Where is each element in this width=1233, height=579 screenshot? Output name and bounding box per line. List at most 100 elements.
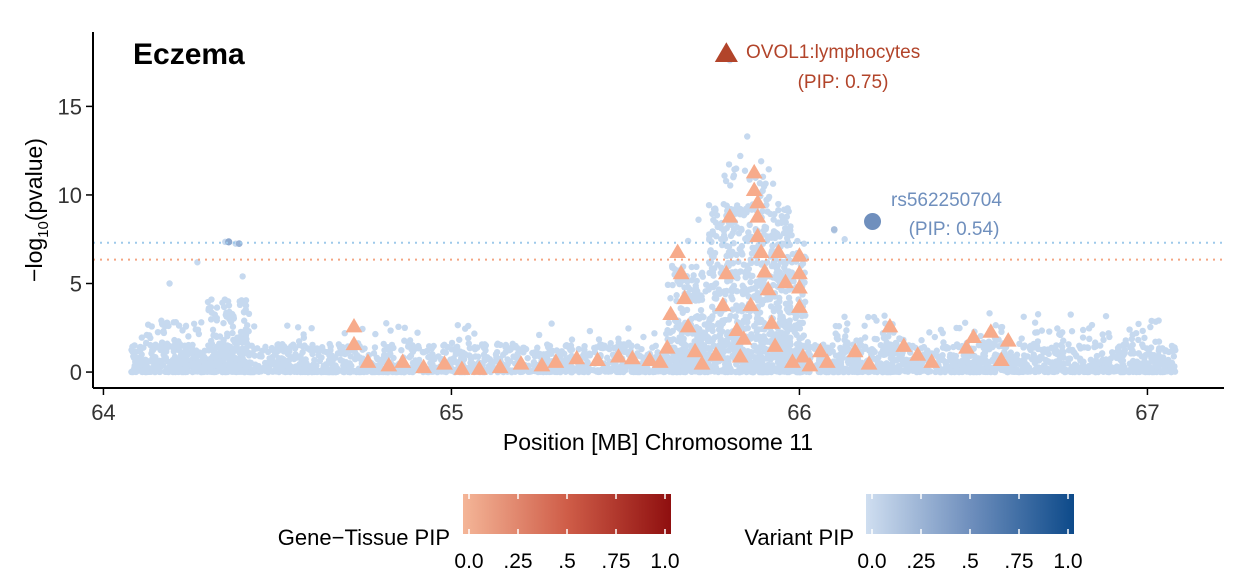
variant-point <box>732 334 740 341</box>
legend-tick-label: .25 <box>906 550 935 573</box>
variant-point <box>131 342 138 349</box>
variant-point <box>1134 363 1141 370</box>
y-ticks: 0 5 10 15 <box>58 94 93 385</box>
variant-point <box>729 306 736 313</box>
variant-point <box>401 337 408 344</box>
gene-tissue-point <box>923 353 941 368</box>
variant-point <box>733 202 741 209</box>
variant-point <box>285 361 293 369</box>
variant-point <box>693 263 700 271</box>
variant-point <box>738 249 745 256</box>
variant-point <box>169 363 177 370</box>
variant-point <box>1119 368 1126 376</box>
variant-point <box>1032 368 1039 376</box>
variant-point <box>408 367 415 374</box>
variant-point <box>765 166 772 173</box>
gene-tissue-point <box>693 355 711 370</box>
variant-point <box>1053 360 1061 368</box>
variant-point <box>1042 356 1049 364</box>
variant-point <box>765 362 773 370</box>
gene-tissue-point <box>958 339 975 354</box>
variant-point <box>535 331 543 339</box>
variant-point <box>933 347 940 354</box>
variant-point <box>374 355 381 363</box>
variant-point <box>967 368 974 376</box>
variant-point <box>712 295 720 302</box>
variant-point <box>1016 340 1023 348</box>
variant-point <box>194 259 201 266</box>
gene-tissue-point <box>770 243 787 259</box>
gene-tissue-point <box>669 243 687 259</box>
variant-point <box>745 203 752 210</box>
variant-point <box>710 216 717 224</box>
variant-point <box>833 334 841 342</box>
variant-point <box>751 285 759 292</box>
variant-point <box>904 367 912 374</box>
variant-point <box>340 362 348 369</box>
variant-point <box>664 327 671 334</box>
variant-point <box>1060 337 1067 344</box>
variant-point <box>640 333 647 341</box>
variant-point <box>780 229 788 237</box>
variant-point <box>529 349 536 357</box>
variant-point <box>912 367 920 374</box>
variant-point <box>251 345 258 353</box>
variant-point <box>717 310 724 317</box>
variant-point <box>175 338 182 345</box>
variant-point <box>719 349 726 357</box>
variant-point <box>616 342 624 350</box>
variant-point <box>1140 368 1147 375</box>
variant-point <box>1007 367 1014 374</box>
variant-point <box>896 335 903 342</box>
y-axis-label-tail: (pvalue) <box>21 138 47 221</box>
gene-tissue-point <box>811 342 829 358</box>
variant-point <box>985 344 992 352</box>
variant-point <box>766 330 773 338</box>
variant-point <box>158 339 166 346</box>
variant-point <box>138 334 146 341</box>
variant-point <box>398 346 405 354</box>
variant-point <box>330 368 337 376</box>
variant-point <box>839 354 847 362</box>
variant-point <box>219 299 226 306</box>
gene-tissue-point <box>791 247 808 262</box>
variant-point <box>955 367 963 375</box>
y-axis-label-subscript: 10 <box>35 221 52 238</box>
gene-tissue-point <box>453 360 471 375</box>
gene-tissue-point <box>547 353 565 368</box>
variant-point <box>1157 368 1164 376</box>
gene-tissue-point <box>749 194 767 209</box>
variant-point <box>915 360 922 368</box>
gene-tissue-point <box>672 264 690 280</box>
legend-variant-colorbar <box>866 494 1074 534</box>
variant-point <box>1093 352 1101 360</box>
variant-point <box>776 298 783 305</box>
variant-point <box>748 331 755 338</box>
variant-point <box>372 330 379 338</box>
variant-point <box>882 351 889 358</box>
variant-point <box>1172 346 1179 354</box>
variant-point <box>684 363 691 370</box>
variant-point <box>1098 350 1106 357</box>
variant-point <box>291 345 299 352</box>
variant-point <box>242 331 249 338</box>
variant-point <box>1023 361 1031 369</box>
variant-point <box>133 348 140 355</box>
variant-point <box>947 356 955 364</box>
gene-tissue-point <box>624 349 641 365</box>
variant-point <box>941 366 948 374</box>
variant-point <box>780 240 788 248</box>
gene-tissue-point <box>735 330 753 345</box>
variant-point <box>780 318 787 325</box>
variant-point <box>848 365 855 373</box>
variant-point <box>638 345 645 353</box>
variant-point <box>236 363 243 370</box>
variant-point <box>853 337 860 344</box>
variant-point <box>546 342 554 350</box>
variant-point <box>697 335 704 342</box>
variant-point <box>323 349 330 356</box>
variant-point <box>506 358 514 365</box>
variant-point <box>301 342 308 349</box>
variant-point <box>936 356 943 364</box>
